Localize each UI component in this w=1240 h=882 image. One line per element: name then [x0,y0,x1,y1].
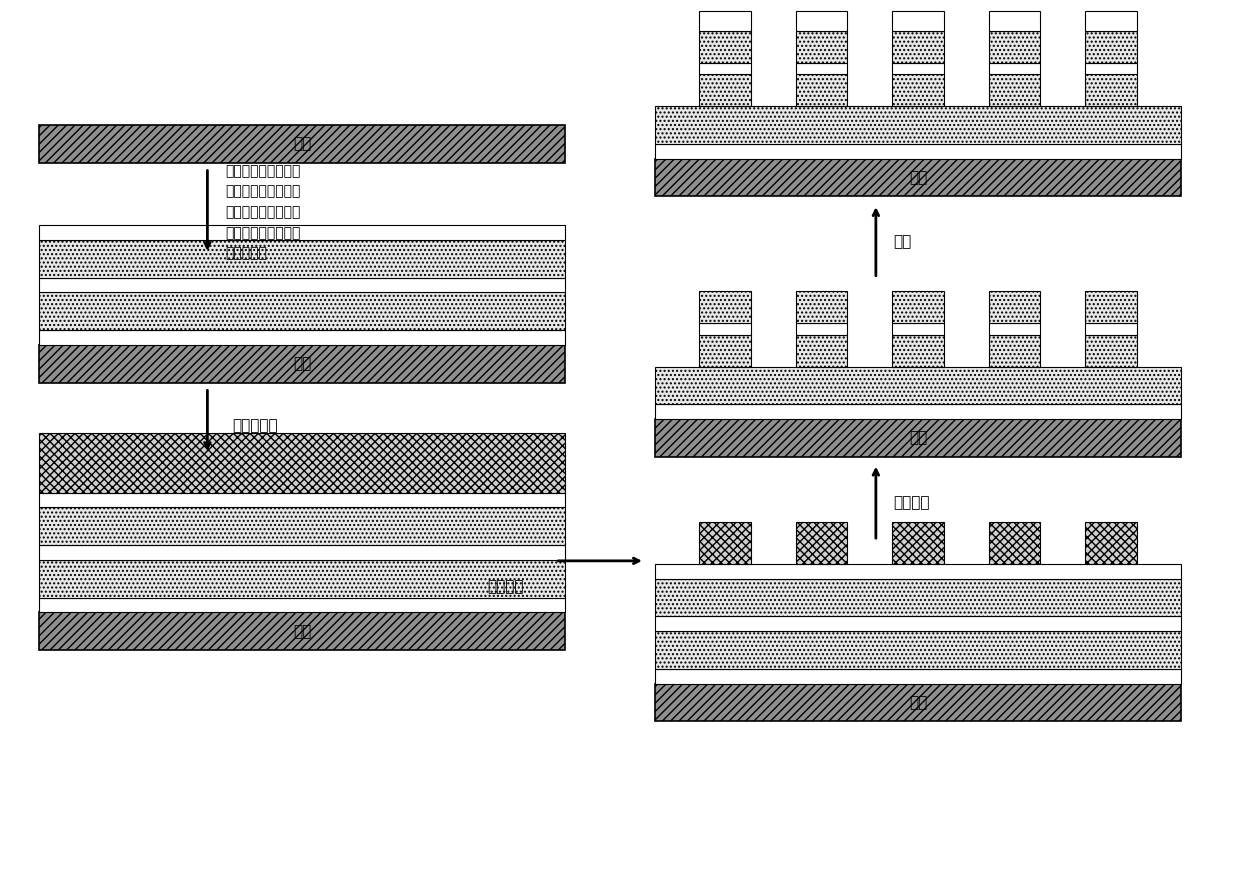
Bar [796,11,847,31]
Bar [38,330,565,345]
Bar [699,11,751,31]
Text: 涂覆光刻胶: 涂覆光刻胶 [232,419,278,434]
Bar [796,335,847,367]
Bar [988,11,1040,31]
Bar [988,31,1040,63]
Bar [1085,323,1137,335]
Bar [892,291,944,323]
Bar [1085,31,1137,63]
Bar [655,159,1182,197]
Bar [796,522,847,564]
Bar [796,74,847,106]
Bar [655,106,1182,144]
Bar [38,433,565,492]
Text: 基底: 基底 [293,137,311,152]
Bar [988,74,1040,106]
Bar [796,323,847,335]
Bar [699,74,751,106]
Bar [655,617,1182,632]
Bar [699,522,751,564]
Text: 曝光显影: 曝光显影 [487,579,525,594]
Bar [38,125,565,162]
Bar [1085,74,1137,106]
Bar [988,63,1040,74]
Bar [655,632,1182,669]
Bar [892,335,944,367]
Text: 基底: 基底 [293,624,311,639]
Bar [655,669,1182,684]
Bar [988,323,1040,335]
Bar [892,522,944,564]
Bar [38,345,565,383]
Bar [38,507,565,545]
Bar [38,597,565,612]
Text: 去胶: 去胶 [894,235,911,250]
Bar [699,63,751,74]
Text: 基底: 基底 [909,430,928,445]
Text: 基底: 基底 [909,170,928,185]
Bar [655,564,1182,579]
Bar [655,684,1182,721]
Bar [1085,522,1137,564]
Bar [699,291,751,323]
Bar [655,144,1182,159]
Bar [655,419,1182,457]
Bar [796,63,847,74]
Bar [892,74,944,106]
Bar [1085,335,1137,367]
Bar [699,31,751,63]
Bar [796,31,847,63]
Text: 第一连续金属层、连
续电介质层、第一光
栅金属层、第一光栅
介质层以及第二光栅
金属层沉积: 第一连续金属层、连 续电介质层、第一光 栅金属层、第一光栅 介质层以及第二光栅 … [226,164,300,260]
Bar [699,335,751,367]
Text: 干法刻蚀: 干法刻蚀 [894,495,930,510]
Bar [655,579,1182,617]
Bar [699,323,751,335]
Bar [655,404,1182,419]
Bar [38,492,565,507]
Bar [892,63,944,74]
Bar [988,522,1040,564]
Bar [655,367,1182,404]
Text: 基底: 基底 [909,695,928,710]
Text: 基底: 基底 [293,356,311,371]
Bar [38,545,565,560]
Bar [38,278,565,293]
Bar [1085,11,1137,31]
Bar [892,11,944,31]
Bar [38,293,565,330]
Bar [892,31,944,63]
Bar [38,560,565,597]
Bar [988,291,1040,323]
Bar [892,323,944,335]
Bar [38,225,565,240]
Bar [1085,291,1137,323]
Bar [38,240,565,278]
Bar [988,335,1040,367]
Bar [796,291,847,323]
Bar [1085,63,1137,74]
Bar [38,612,565,650]
